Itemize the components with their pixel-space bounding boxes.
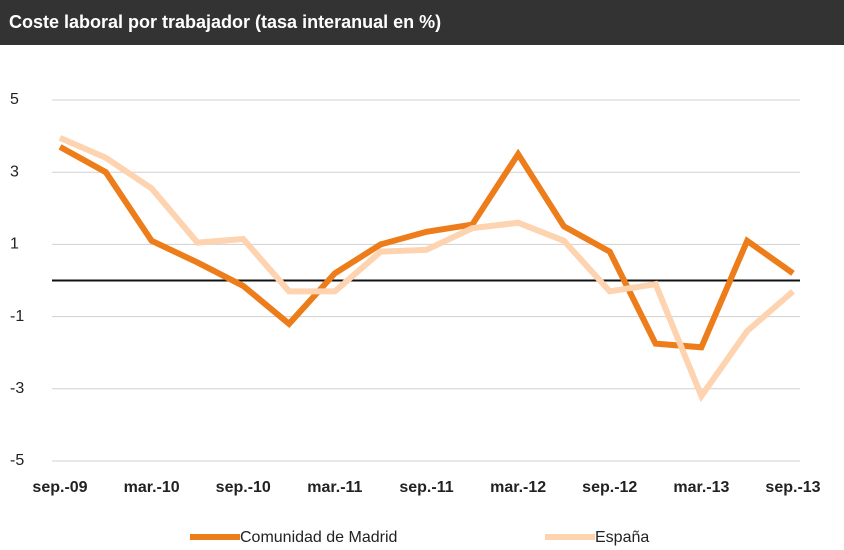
x-tick-label: sep.-09 <box>32 479 87 496</box>
x-tick-label: mar.-12 <box>490 479 546 496</box>
x-tick-label: sep.-11 <box>399 479 453 496</box>
y-tick-label: -1 <box>10 308 24 325</box>
y-tick-label: 5 <box>10 91 19 108</box>
x-tick-label: sep.-12 <box>582 479 637 496</box>
y-tick-label: -5 <box>10 452 24 469</box>
chart-title: Coste laboral por trabajador (tasa inter… <box>9 12 441 32</box>
series-line <box>58 135 795 403</box>
x-tick-label: mar.-10 <box>124 479 180 496</box>
series-line <box>58 144 795 351</box>
y-tick-label: 3 <box>10 163 19 180</box>
x-tick-label: sep.-13 <box>765 479 820 496</box>
x-tick-label: sep.-10 <box>216 479 271 496</box>
x-tick-label: mar.-11 <box>307 479 362 496</box>
x-tick-label: mar.-13 <box>673 479 729 496</box>
title-bar <box>0 0 844 45</box>
legend-label: Comunidad de Madrid <box>240 529 397 546</box>
y-tick-label: -3 <box>10 380 24 397</box>
legend-label: España <box>595 529 649 546</box>
y-tick-label: 1 <box>10 236 19 253</box>
